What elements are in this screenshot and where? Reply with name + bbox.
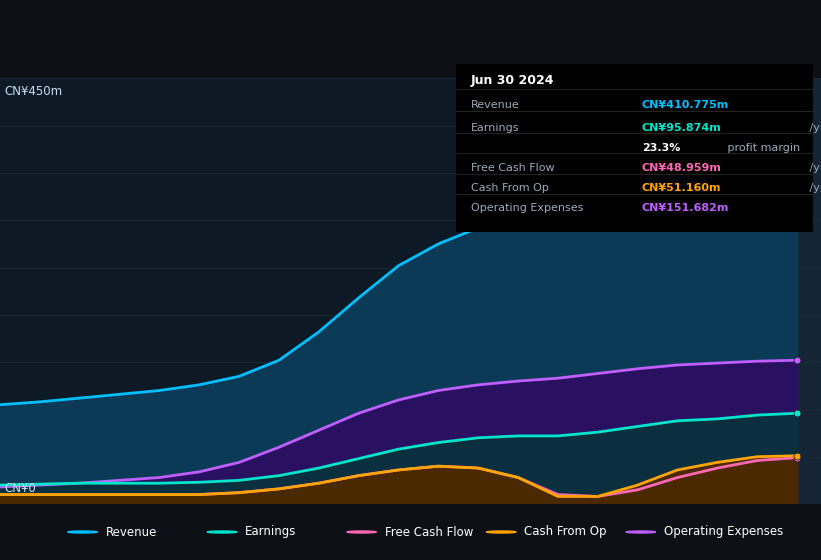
Text: 23.3%: 23.3% (642, 142, 680, 152)
Text: Jun 30 2024: Jun 30 2024 (470, 74, 554, 87)
Text: profit margin: profit margin (724, 142, 800, 152)
Text: CN¥151.682m: CN¥151.682m (642, 203, 729, 213)
Text: Earnings: Earnings (245, 525, 296, 539)
Text: CN¥51.160m: CN¥51.160m (642, 183, 722, 193)
Text: Free Cash Flow: Free Cash Flow (470, 162, 554, 172)
Text: Earnings: Earnings (470, 123, 519, 133)
Circle shape (68, 531, 98, 533)
Text: Free Cash Flow: Free Cash Flow (385, 525, 473, 539)
Text: Operating Expenses: Operating Expenses (663, 525, 783, 539)
Text: CN¥95.874m: CN¥95.874m (642, 123, 722, 133)
Text: Revenue: Revenue (470, 100, 520, 110)
Bar (662, 78, 821, 504)
Text: Cash From Op: Cash From Op (525, 525, 607, 539)
Text: CN¥48.959m: CN¥48.959m (642, 162, 722, 172)
Text: CN¥0: CN¥0 (4, 483, 36, 496)
Text: Revenue: Revenue (106, 525, 157, 539)
Circle shape (346, 531, 377, 533)
Circle shape (486, 531, 516, 533)
Circle shape (626, 531, 655, 533)
Circle shape (208, 531, 237, 533)
Text: /yr: /yr (805, 183, 821, 193)
Text: /yr: /yr (805, 123, 821, 133)
Text: Operating Expenses: Operating Expenses (470, 203, 583, 213)
Text: Cash From Op: Cash From Op (470, 183, 548, 193)
Text: /yr: /yr (805, 162, 821, 172)
Text: CN¥410.775m: CN¥410.775m (642, 100, 729, 110)
Text: CN¥450m: CN¥450m (4, 85, 62, 98)
